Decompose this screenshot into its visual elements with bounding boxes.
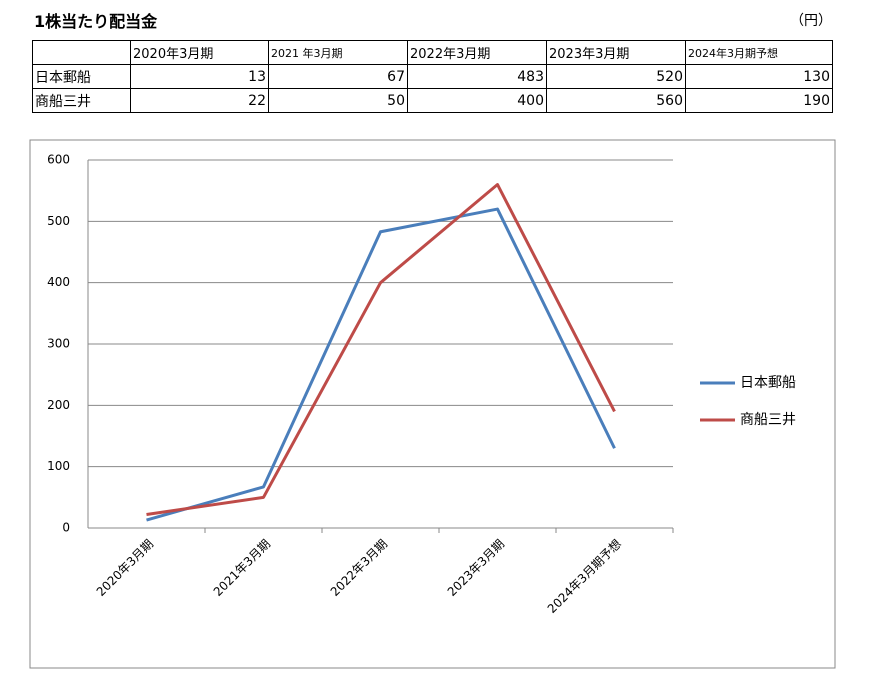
value-cell: 22: [130, 88, 269, 113]
series-line: [146, 207, 616, 522]
value-cell: 190: [685, 88, 833, 113]
table-body: 2020年3月期 2021 年3月期 2022年3月期 2023年3月期 2024年3月…: [32, 40, 833, 113]
title: 1株当たり配当金: [34, 12, 158, 31]
chart-frame: [29, 139, 836, 669]
y-tick-label: 200: [47, 398, 70, 412]
legend-label: 商船三井: [740, 412, 796, 428]
y-tick-label: 300: [47, 337, 70, 351]
x-tick-label: 2020年3月期: [94, 537, 156, 599]
value-cell: 483: [407, 64, 547, 89]
dividend-table: 2020年3月期 2021 年3月期 2022年3月期 2023年3月期 2024年3月…: [32, 40, 833, 113]
y-tick-label: 100: [47, 459, 70, 473]
value-cell: 130: [685, 64, 833, 89]
header-cell: 2021 年3月期: [268, 40, 408, 65]
row-label: 商船三井: [32, 88, 131, 113]
x-tick-label: 2021年3月期: [211, 537, 273, 599]
unit: （円）: [790, 13, 832, 29]
header-cell: 2022年3月期: [407, 40, 547, 65]
x-tick-label: 2024年3月期予想: [544, 536, 624, 616]
x-tick-label: 2023年3月期: [445, 537, 507, 599]
header-row: 2020年3月期 2021 年3月期 2022年3月期 2023年3月期 2024年3月…: [32, 40, 833, 65]
row-label: 日本郵船: [32, 64, 131, 89]
y-tick-label: 600: [47, 153, 70, 167]
value-cell: 400: [407, 88, 547, 113]
y-tick-label: 0: [62, 521, 70, 535]
value-cell: 520: [546, 64, 686, 89]
y-tick-label: 400: [47, 275, 70, 289]
value-cell: 50: [268, 88, 408, 113]
header-cell: 2020年3月期: [130, 40, 269, 65]
value-cell: 560: [546, 88, 686, 113]
table-row: 商船三井 22 50 400 560 190: [32, 88, 833, 113]
value-cell: 13: [130, 64, 269, 89]
x-tick-label: 2022年3月期: [328, 537, 390, 599]
legend-label: 日本郵船: [740, 375, 796, 391]
series-line: [146, 183, 616, 516]
y-tick-label: 500: [47, 214, 70, 228]
